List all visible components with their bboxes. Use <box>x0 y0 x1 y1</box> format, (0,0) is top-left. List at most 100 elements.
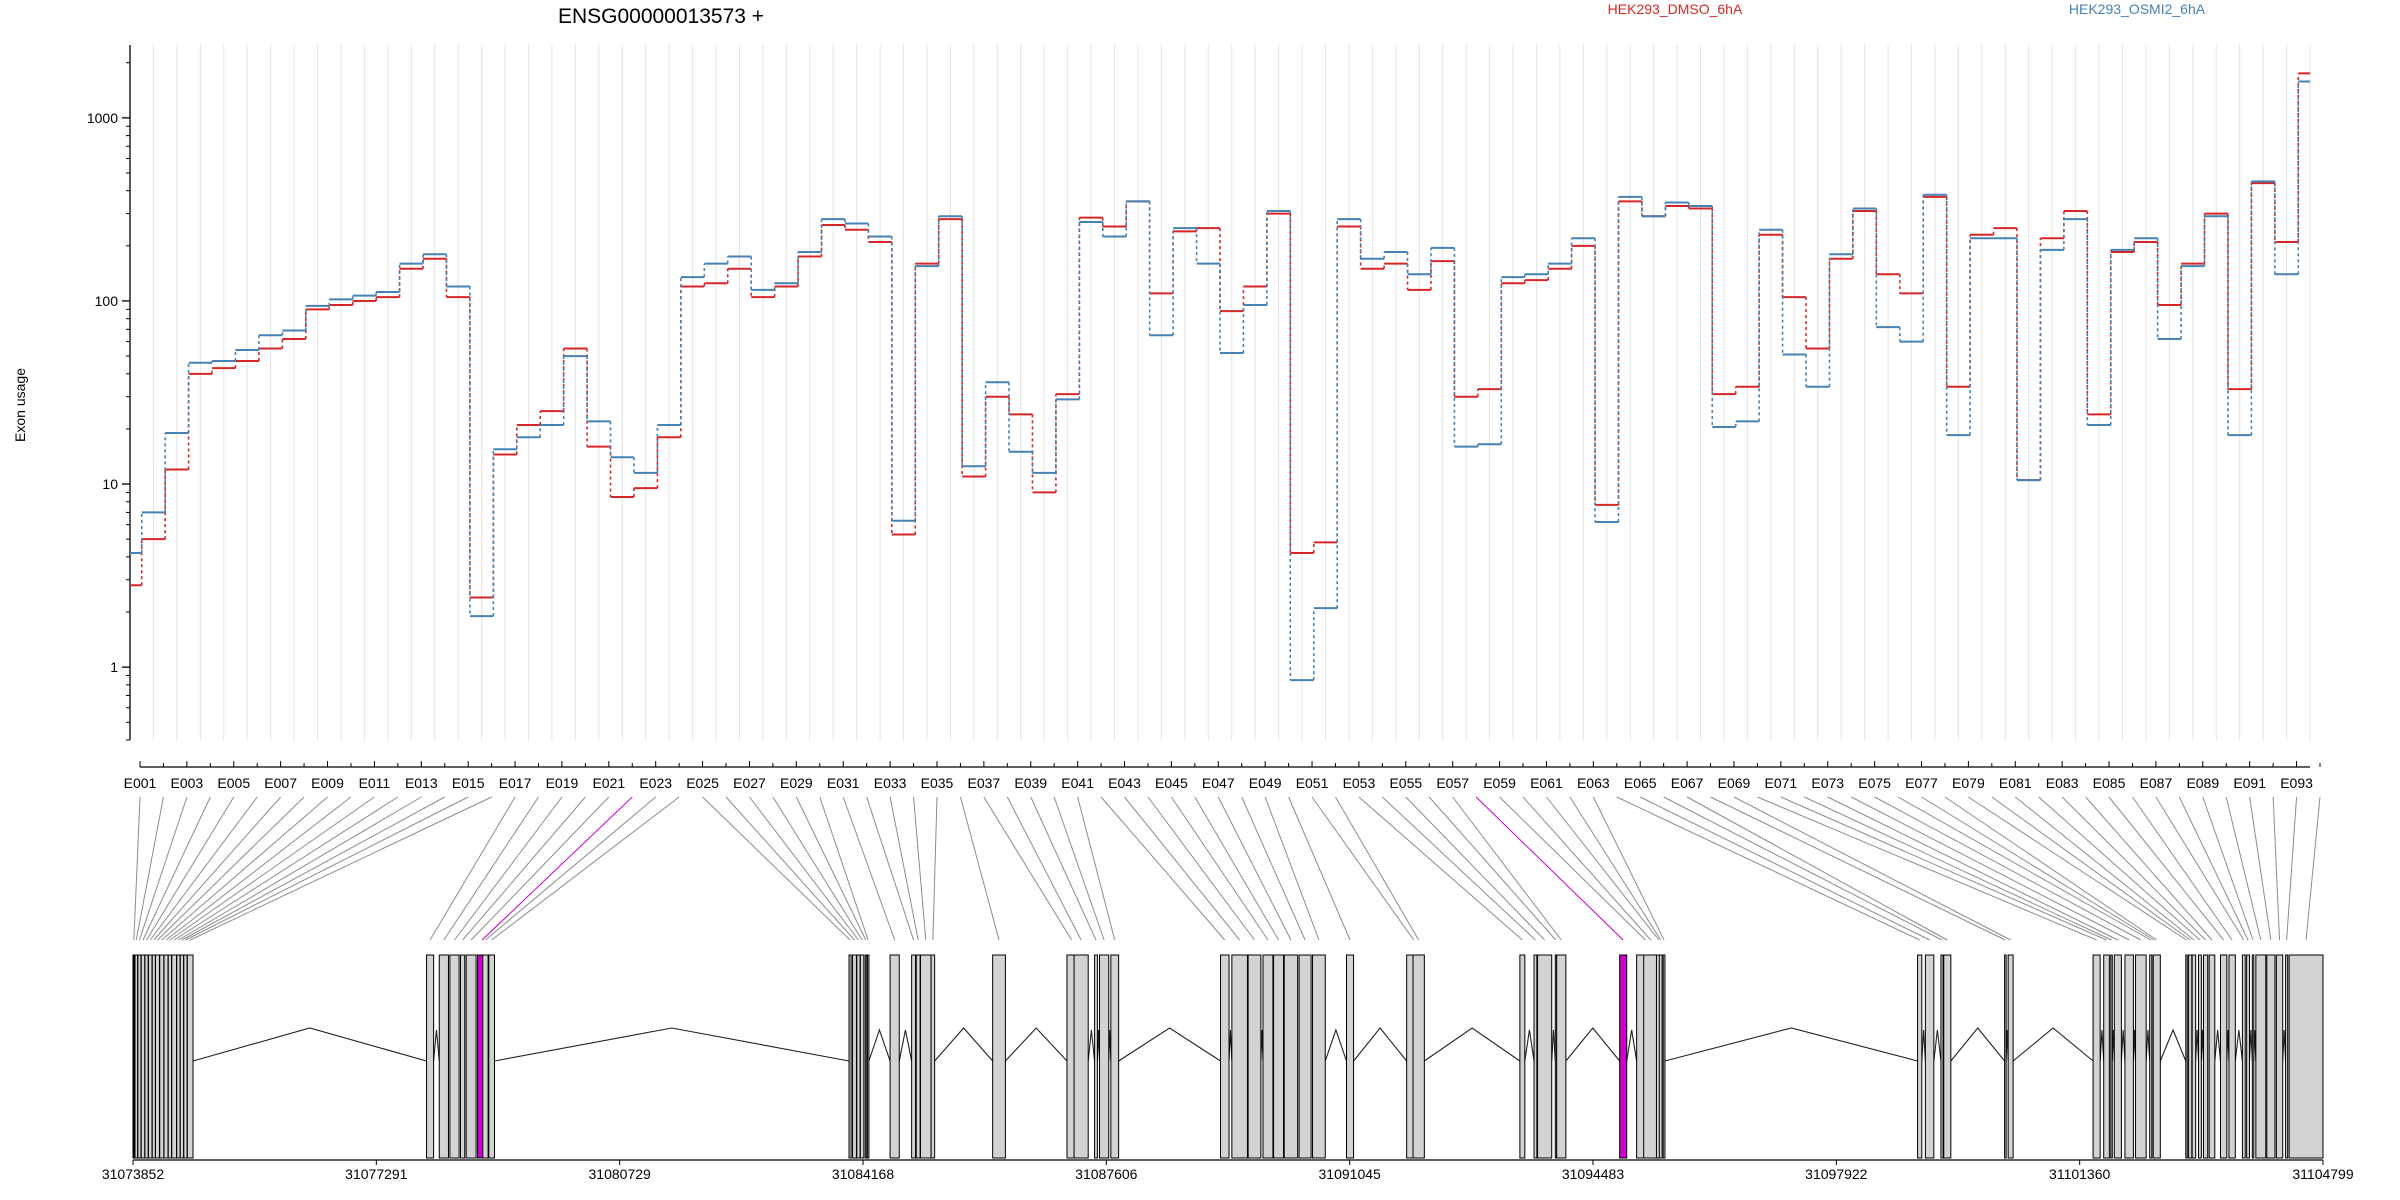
exon-box <box>1533 954 1538 1159</box>
intron <box>1424 1027 1521 1062</box>
intron <box>1950 1027 2006 1062</box>
exon-box <box>2198 954 2202 1159</box>
intron <box>1565 1027 1621 1062</box>
x-tick-label: E051 <box>1296 775 1329 791</box>
intron <box>1664 1027 1918 1062</box>
coord-tick-label: 31087606 <box>1075 1166 1138 1182</box>
exon-box <box>1619 954 1628 1159</box>
coord-tick-label: 31073852 <box>102 1166 165 1182</box>
exon-box <box>919 954 932 1159</box>
exon-connector <box>1686 796 1948 941</box>
exon-connector <box>1757 796 2097 941</box>
exon-box <box>2113 954 2122 1159</box>
exon-connector <box>749 796 859 941</box>
exon-connector <box>959 796 1000 941</box>
exon-box <box>2152 954 2161 1159</box>
exon-connector <box>173 796 399 941</box>
genomic-coordinate-axis: 31073852 31077291 31080729 31084168 31087606… <box>102 1159 2354 1182</box>
x-tick-label: E081 <box>1999 775 2032 791</box>
exon-connector <box>2155 796 2245 941</box>
exon-connector <box>2132 796 2233 941</box>
exon-connector <box>2272 796 2281 941</box>
exon-box <box>930 954 936 1159</box>
exon-box <box>2092 954 2101 1159</box>
exon-connector <box>443 796 539 941</box>
exon-box <box>163 954 169 1159</box>
intron <box>934 1027 994 1062</box>
x-tick-label: E087 <box>2140 775 2173 791</box>
intron <box>2099 1029 2105 1062</box>
exon-box <box>144 954 149 1159</box>
exon-connector <box>2085 796 2213 941</box>
x-tick-label: E057 <box>1436 775 1469 791</box>
exon-box <box>2188 954 2193 1159</box>
exon-connector <box>1405 796 1546 941</box>
coord-tick-label: 31077291 <box>345 1166 408 1182</box>
exon-connector <box>146 796 235 941</box>
x-tick-label: E053 <box>1343 775 1376 791</box>
exon-box <box>859 954 865 1159</box>
legend-entry-osmi: HEK293_OSMI2_6hA <box>2069 1 2206 17</box>
chart-title: ENSG00000013573 + <box>558 5 764 28</box>
exon-connector <box>866 796 915 941</box>
exon-connector <box>1944 796 2158 941</box>
x-tick-label: E027 <box>733 775 766 791</box>
x-tick-label: E077 <box>1905 775 1938 791</box>
exon-connector <box>485 796 657 941</box>
exon-connector <box>725 796 855 941</box>
exon-box <box>167 954 172 1159</box>
exon-box <box>1247 954 1262 1159</box>
exon-box <box>171 954 178 1159</box>
x-tick-label: E089 <box>2186 775 2219 791</box>
exon-box <box>137 954 142 1159</box>
exon-box <box>1220 954 1230 1159</box>
x-tick-label: E011 <box>359 775 391 791</box>
intron <box>2145 1029 2151 1062</box>
exon-box <box>1556 954 1567 1159</box>
x-tick-label: E071 <box>1765 775 1798 791</box>
x-tick-label: E003 <box>171 775 204 791</box>
exon-connector <box>1874 796 2142 941</box>
exon-connector <box>1194 796 1279 941</box>
exon-box <box>140 954 146 1159</box>
x-tick-label: E031 <box>827 775 860 791</box>
x-tick-label: E009 <box>311 775 344 791</box>
coord-tick-label: 31080729 <box>589 1166 652 1182</box>
exon-connector <box>161 796 328 941</box>
exon-connector <box>153 796 282 941</box>
intron <box>433 1029 440 1062</box>
exon-connector <box>1053 796 1105 941</box>
exon-connector <box>1358 796 1523 941</box>
exon-box <box>1231 954 1248 1159</box>
coord-tick-label: 31094483 <box>1562 1166 1625 1182</box>
y-tick-label: 1 <box>110 659 118 675</box>
exon-box <box>2135 954 2147 1159</box>
exon-box <box>151 954 156 1159</box>
exon-connector <box>133 796 141 941</box>
exon-connector <box>2286 796 2298 941</box>
exon-connector <box>142 796 211 941</box>
exon-connector <box>2061 796 2206 941</box>
intron <box>1921 1029 1926 1062</box>
exon-connector <box>185 796 469 941</box>
exon-box <box>1924 954 1935 1159</box>
exon-box <box>2255 954 2267 1159</box>
exon-connector <box>2225 796 2262 941</box>
exon-box <box>179 954 185 1159</box>
exon-connector <box>169 796 375 941</box>
exon-connector <box>1921 796 2155 941</box>
exon-connector <box>2108 796 2225 941</box>
exon-connector <box>491 796 680 941</box>
x-tick-label: E015 <box>452 775 485 791</box>
exon-connector <box>1639 796 1930 941</box>
exon-box <box>1412 954 1425 1159</box>
exon-box <box>2208 954 2216 1159</box>
x-tick-label: E023 <box>639 775 672 791</box>
exon-box <box>482 954 489 1159</box>
x-tick-label: E019 <box>546 775 579 791</box>
exon-connector <box>2014 796 2195 941</box>
coord-tick-label: 31084168 <box>832 1166 895 1182</box>
exon-connector <box>913 796 927 941</box>
x-tick-label: E091 <box>2233 775 2266 791</box>
x-tick-label: E073 <box>1811 775 1844 791</box>
